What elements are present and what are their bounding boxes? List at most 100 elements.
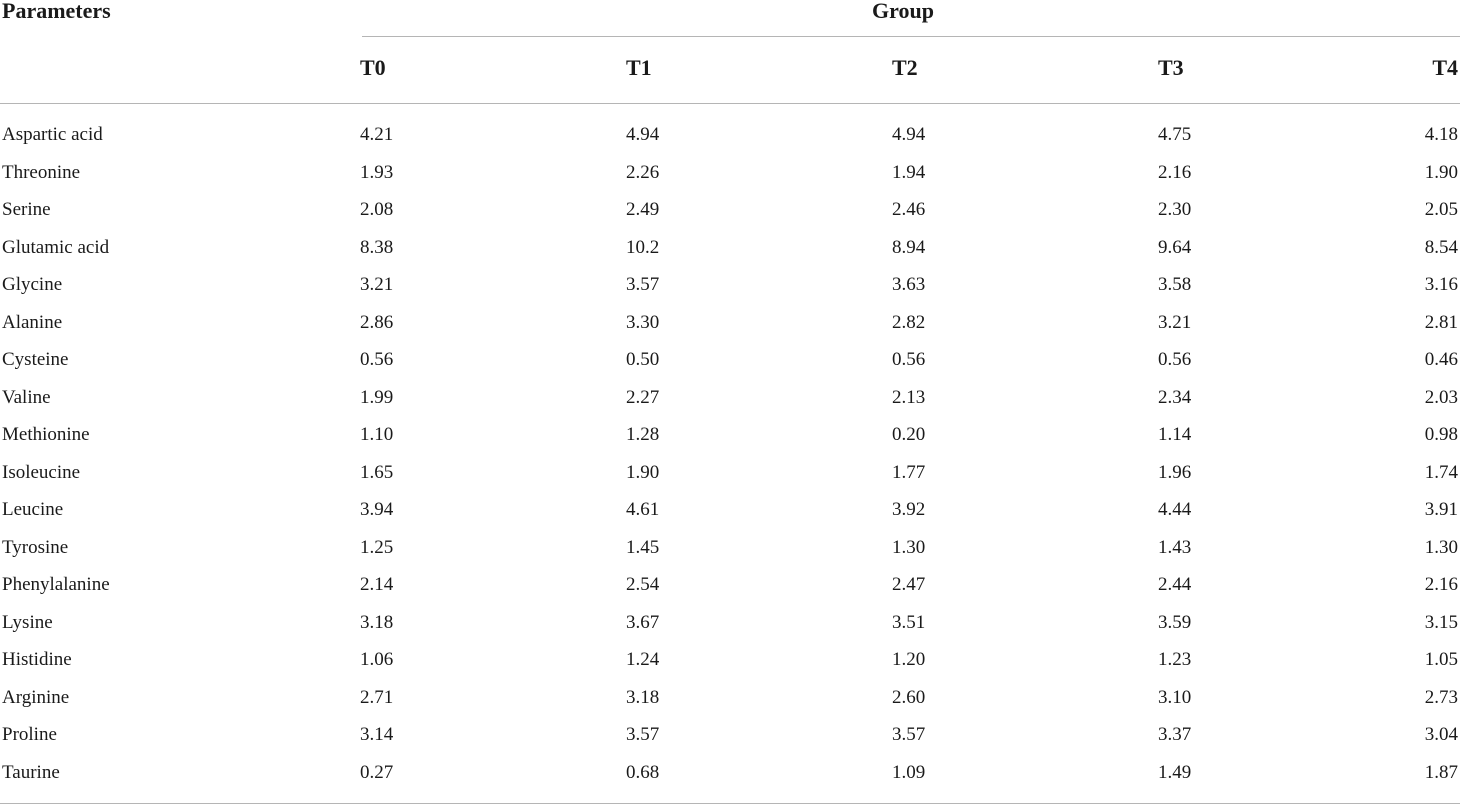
value-cell-t0: 1.25 bbox=[360, 536, 394, 558]
value-cell-t4: 1.05 bbox=[1424, 649, 1458, 670]
value-cell-t3: 2.16 bbox=[1158, 161, 1192, 183]
parameter-name: Lysine bbox=[2, 611, 53, 633]
parameter-name: Leucine bbox=[2, 499, 64, 520]
value-cell-t2: 1.30 bbox=[892, 536, 926, 558]
table-row: Phenylalanine 2.14 2.54 2.47 2.44 2.16 bbox=[0, 572, 1460, 610]
column-header-t4: T4 bbox=[1432, 55, 1458, 80]
table-row: Methionine 1.10 1.28 0.20 1.14 0.98 bbox=[0, 422, 1460, 460]
table-row: Threonine 1.93 2.26 1.94 2.16 1.90 bbox=[0, 160, 1460, 198]
value-cell-t1: 2.49 bbox=[626, 199, 660, 220]
value-cell-t2: 0.56 bbox=[892, 349, 926, 370]
value-cell-t0: 8.38 bbox=[360, 236, 394, 258]
table-row: Serine 2.08 2.49 2.46 2.30 2.05 bbox=[0, 197, 1460, 235]
value-cell-t0: 3.14 bbox=[360, 724, 394, 745]
value-cell-t3: 3.10 bbox=[1158, 686, 1192, 708]
value-cell-t1: 3.67 bbox=[626, 611, 660, 633]
value-cell-t3: 1.96 bbox=[1158, 461, 1192, 483]
value-cell-t4: 1.90 bbox=[1424, 161, 1458, 183]
header-divider bbox=[0, 103, 1460, 104]
value-cell-t2: 1.20 bbox=[892, 649, 926, 670]
parameter-name: Alanine bbox=[2, 311, 63, 333]
value-cell-t4: 2.73 bbox=[1424, 686, 1458, 708]
value-cell-t0: 3.18 bbox=[360, 611, 394, 633]
value-cell-t1: 3.18 bbox=[626, 686, 660, 708]
parameter-name: Isoleucine bbox=[2, 461, 81, 483]
value-cell-t2: 3.63 bbox=[892, 274, 926, 295]
table-row: Isoleucine 1.65 1.90 1.77 1.96 1.74 bbox=[0, 460, 1460, 498]
value-cell-t3: 1.43 bbox=[1158, 536, 1192, 558]
value-cell-t4: 2.05 bbox=[1424, 199, 1458, 220]
value-cell-t2: 2.13 bbox=[892, 386, 926, 408]
value-cell-t1: 3.57 bbox=[626, 724, 660, 745]
parameter-name: Histidine bbox=[2, 649, 72, 670]
group-header: Group bbox=[872, 0, 934, 23]
value-cell-t1: 2.26 bbox=[626, 161, 660, 183]
table-row: Valine 1.99 2.27 2.13 2.34 2.03 bbox=[0, 385, 1460, 423]
column-header-t0: T0 bbox=[360, 55, 386, 80]
value-cell-t3: 1.23 bbox=[1158, 649, 1192, 670]
value-cell-t4: 2.16 bbox=[1424, 574, 1458, 595]
value-cell-t1: 0.50 bbox=[626, 349, 660, 370]
value-cell-t3: 2.44 bbox=[1158, 574, 1192, 595]
value-cell-t4: 1.74 bbox=[1424, 461, 1458, 483]
column-header-t2: T2 bbox=[892, 55, 918, 80]
value-cell-t4: 2.03 bbox=[1424, 386, 1458, 408]
parameter-name: Glycine bbox=[2, 274, 63, 295]
table-row: Glutamic acid 8.38 10.2 8.94 9.64 8.54 bbox=[0, 235, 1460, 273]
value-cell-t0: 1.99 bbox=[360, 386, 394, 408]
value-cell-t3: 3.58 bbox=[1158, 274, 1192, 295]
value-cell-t1: 1.45 bbox=[626, 536, 660, 558]
parameter-name: Taurine bbox=[2, 761, 60, 783]
value-cell-t1: 1.90 bbox=[626, 461, 660, 483]
value-cell-t1: 1.24 bbox=[626, 649, 660, 670]
value-cell-t1: 4.94 bbox=[626, 124, 660, 145]
value-cell-t3: 3.21 bbox=[1158, 311, 1192, 333]
value-cell-t4: 0.46 bbox=[1424, 349, 1458, 370]
parameter-name: Glutamic acid bbox=[2, 236, 110, 258]
table-bottom-rule bbox=[0, 803, 1460, 804]
parameters-header: Parameters bbox=[2, 0, 111, 23]
value-cell-t0: 2.14 bbox=[360, 574, 394, 595]
value-cell-t1: 3.57 bbox=[626, 274, 660, 295]
value-cell-t2: 0.20 bbox=[892, 424, 926, 445]
parameter-name: Valine bbox=[2, 386, 51, 408]
value-cell-t3: 9.64 bbox=[1158, 236, 1192, 258]
value-cell-t4: 1.87 bbox=[1424, 761, 1458, 783]
value-cell-t2: 1.09 bbox=[892, 761, 926, 783]
value-cell-t0: 2.08 bbox=[360, 199, 394, 220]
table-row: Aspartic acid 4.21 4.94 4.94 4.75 4.18 bbox=[0, 122, 1460, 160]
parameter-name: Proline bbox=[2, 724, 57, 745]
value-cell-t2: 2.47 bbox=[892, 574, 926, 595]
value-cell-t2: 3.51 bbox=[892, 611, 926, 633]
value-cell-t3: 2.34 bbox=[1158, 386, 1192, 408]
value-cell-t4: 0.98 bbox=[1424, 424, 1458, 445]
value-cell-t2: 2.46 bbox=[892, 199, 926, 220]
value-cell-t0: 1.06 bbox=[360, 649, 394, 670]
value-cell-t2: 2.60 bbox=[892, 686, 926, 708]
value-cell-t3: 3.59 bbox=[1158, 611, 1192, 633]
column-header-t1: T1 bbox=[626, 55, 652, 80]
value-cell-t0: 1.65 bbox=[360, 461, 394, 483]
column-header-t3: T3 bbox=[1158, 55, 1184, 80]
parameter-name: Tyrosine bbox=[2, 536, 69, 558]
value-cell-t2: 8.94 bbox=[892, 236, 926, 258]
value-cell-t3: 4.44 bbox=[1158, 499, 1192, 520]
value-cell-t0: 1.10 bbox=[360, 424, 394, 445]
value-cell-t3: 0.56 bbox=[1158, 349, 1192, 370]
value-cell-t4: 3.15 bbox=[1424, 611, 1458, 633]
value-cell-t4: 3.91 bbox=[1424, 499, 1458, 520]
value-cell-t4: 1.30 bbox=[1424, 536, 1458, 558]
value-cell-t4: 4.18 bbox=[1424, 124, 1458, 145]
table-row: Glycine 3.21 3.57 3.63 3.58 3.16 bbox=[0, 272, 1460, 310]
value-cell-t2: 2.82 bbox=[892, 311, 926, 333]
value-cell-t1: 1.28 bbox=[626, 424, 660, 445]
table-row: Proline 3.14 3.57 3.57 3.37 3.04 bbox=[0, 722, 1460, 760]
value-cell-t0: 3.21 bbox=[360, 274, 394, 295]
value-cell-t2: 3.92 bbox=[892, 499, 926, 520]
value-cell-t2: 3.57 bbox=[892, 724, 926, 745]
value-cell-t2: 1.77 bbox=[892, 461, 926, 483]
table-row: Histidine 1.06 1.24 1.20 1.23 1.05 bbox=[0, 647, 1460, 685]
value-cell-t3: 1.49 bbox=[1158, 761, 1192, 783]
value-cell-t1: 2.27 bbox=[626, 386, 660, 408]
